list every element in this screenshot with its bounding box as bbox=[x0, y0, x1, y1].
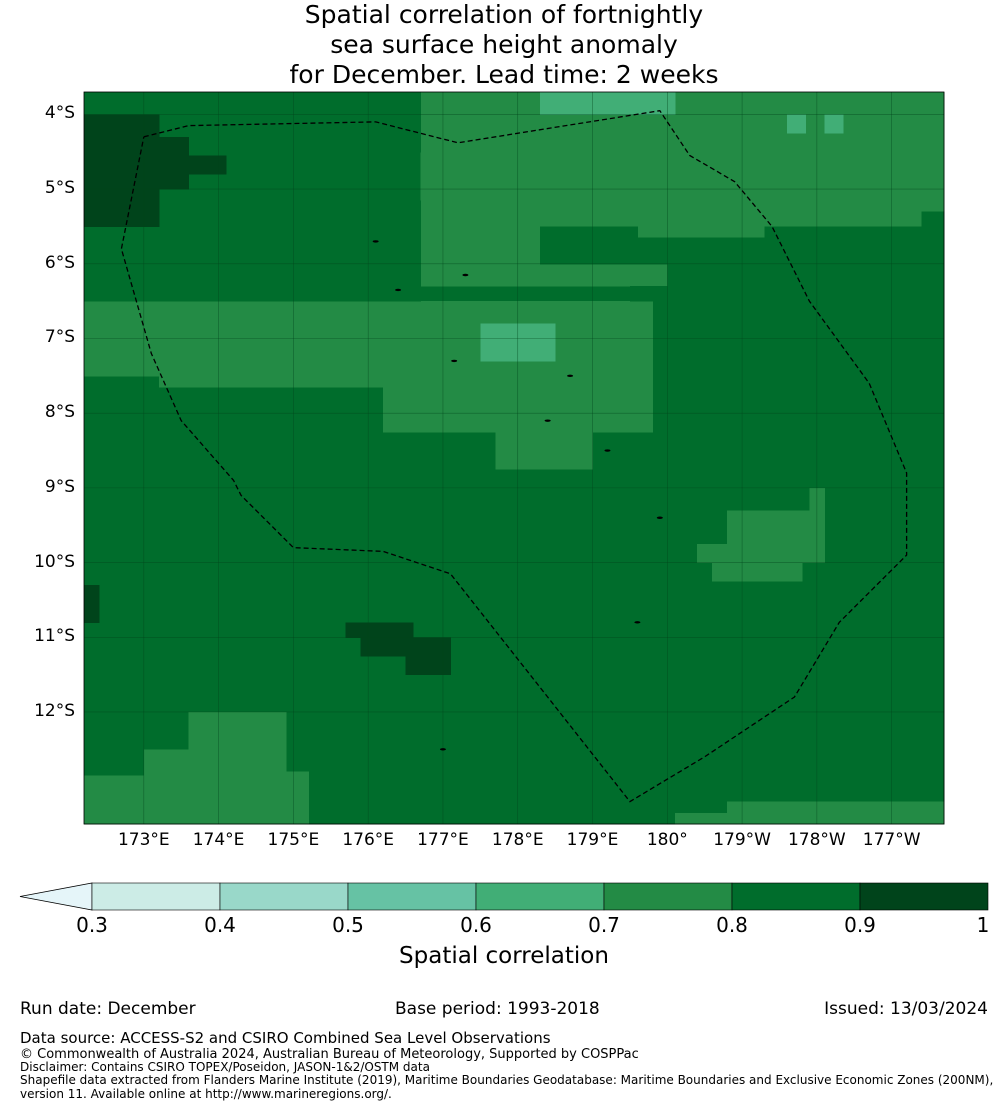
correlation-cell bbox=[495, 431, 594, 470]
latitude-tick-label: 11°S bbox=[34, 626, 75, 647]
colorbar-swatch bbox=[219, 882, 349, 911]
title-line-3: for December. Lead time: 2 weeks bbox=[289, 60, 719, 89]
colorbar-swatch bbox=[91, 882, 221, 911]
island-marker bbox=[451, 359, 458, 363]
latitude-tick-label: 10°S bbox=[34, 551, 75, 572]
correlation-cell bbox=[712, 562, 803, 582]
title-line-1: Spatial correlation of fortnightly bbox=[304, 0, 704, 29]
island-marker bbox=[604, 449, 611, 452]
latitude-tick-label: 6°S bbox=[44, 252, 75, 273]
longitude-tick-label: 176°E bbox=[342, 830, 395, 850]
correlation-cell bbox=[84, 114, 160, 227]
correlation-cell bbox=[786, 114, 807, 134]
longitude-tick-label: 174°E bbox=[192, 830, 245, 850]
correlation-cell bbox=[84, 775, 145, 825]
eez-boundary bbox=[120, 109, 908, 803]
issued-date: Issued: 13/03/2024 bbox=[824, 999, 988, 1019]
island-marker bbox=[567, 374, 574, 378]
longitude-tick-label: 178°E bbox=[491, 830, 544, 850]
longitude-tick-label: 179°W bbox=[713, 830, 771, 850]
colorbar-tick-label: 0.7 bbox=[588, 913, 620, 937]
correlation-cell bbox=[727, 801, 945, 825]
run-date: Run date: December bbox=[20, 999, 196, 1019]
colorbar-tick-label: 0.3 bbox=[76, 913, 108, 937]
correlation-cell bbox=[360, 637, 451, 657]
shapefile-credit-2: version 11. Available online at http://w… bbox=[20, 1087, 392, 1101]
latitude-tick-label: 8°S bbox=[44, 402, 75, 423]
correlation-cell bbox=[629, 286, 945, 302]
correlation-cell bbox=[84, 237, 422, 302]
correlation-cell bbox=[158, 136, 190, 190]
latitude-tick-label: 12°S bbox=[34, 700, 75, 721]
latitude-tick-label: 9°S bbox=[44, 476, 75, 497]
correlation-cell bbox=[383, 200, 422, 239]
colorbar-label: Spatial correlation bbox=[399, 943, 609, 969]
colorbar-tick-label: 0.9 bbox=[844, 913, 876, 937]
colorbar-extend-arrow bbox=[19, 882, 93, 911]
colorbar-swatch bbox=[475, 882, 605, 911]
correlation-cell bbox=[921, 211, 945, 227]
correlation-cell bbox=[405, 655, 451, 676]
longitude-tick-label: 175°E bbox=[267, 830, 320, 850]
correlation-cell bbox=[143, 749, 287, 825]
correlation-cell bbox=[345, 622, 414, 638]
data-source: Data source: ACCESS-S2 and CSIRO Combine… bbox=[20, 1029, 551, 1047]
disclaimer: Disclaimer: Contains CSIRO TOPEX/Poseido… bbox=[20, 1060, 430, 1074]
colorbar-tick-label: 0.5 bbox=[332, 913, 364, 937]
island-marker bbox=[395, 288, 402, 292]
longitude-tick-label: 178°W bbox=[787, 830, 846, 850]
correlation-cell bbox=[188, 711, 287, 750]
shapefile-credit-1: Shapefile data extracted from Flanders M… bbox=[20, 1073, 994, 1087]
correlation-cell bbox=[824, 114, 844, 134]
correlation-cell bbox=[727, 510, 825, 564]
longitude-tick-label: 177°E bbox=[417, 830, 469, 850]
copyright: © Commonwealth of Australia 2024, Austra… bbox=[20, 1047, 639, 1062]
gridlines bbox=[84, 92, 944, 824]
base-period: Base period: 1993-2018 bbox=[395, 999, 600, 1019]
correlation-cell bbox=[84, 584, 100, 623]
colorbar-swatch bbox=[347, 882, 477, 911]
island-marker bbox=[372, 240, 379, 243]
correlation-cell bbox=[188, 155, 227, 175]
island-marker bbox=[634, 621, 641, 624]
longitude-tick-label: 180° bbox=[646, 830, 688, 850]
island-marker bbox=[462, 273, 469, 277]
correlation-cell bbox=[285, 771, 309, 825]
colorbar-tick-label: 0.8 bbox=[716, 913, 748, 937]
map-frame bbox=[83, 91, 945, 825]
correlation-cell bbox=[540, 226, 638, 265]
correlation-cell bbox=[592, 237, 945, 265]
colorbar-tick-label: 1 bbox=[976, 913, 990, 937]
latitude-tick-label: 5°S bbox=[44, 178, 75, 199]
correlation-cell bbox=[420, 92, 945, 239]
colorbar-swatch bbox=[603, 882, 733, 911]
correlation-grid bbox=[84, 92, 945, 825]
colorbar-tick-label: 0.4 bbox=[204, 913, 236, 937]
correlation-cell bbox=[764, 226, 945, 239]
chart-title: Spatial correlation of fortnightly sea s… bbox=[0, 0, 1008, 90]
island-marker bbox=[439, 748, 446, 751]
title-line-2: sea surface height anomaly bbox=[330, 30, 678, 59]
island-marker bbox=[656, 516, 663, 519]
colorbar-tick-label: 0.6 bbox=[460, 913, 492, 937]
island-marker bbox=[544, 419, 551, 422]
colorbar-swatch bbox=[731, 882, 861, 911]
correlation-cell bbox=[158, 375, 653, 388]
islands bbox=[372, 240, 663, 751]
colorbar bbox=[19, 882, 989, 911]
longitude-tick-label: 177°W bbox=[862, 830, 921, 850]
longitude-tick-label: 179°E bbox=[566, 830, 619, 850]
correlation-cell bbox=[697, 543, 743, 564]
latitude-tick-label: 4°S bbox=[44, 103, 75, 124]
colorbar-swatch bbox=[859, 882, 989, 911]
longitude-tick-label: 173°E bbox=[117, 830, 170, 850]
correlation-cell bbox=[667, 263, 945, 287]
correlation-cell bbox=[674, 812, 728, 825]
correlation-cell bbox=[540, 92, 676, 115]
latitude-tick-label: 7°S bbox=[44, 327, 75, 348]
